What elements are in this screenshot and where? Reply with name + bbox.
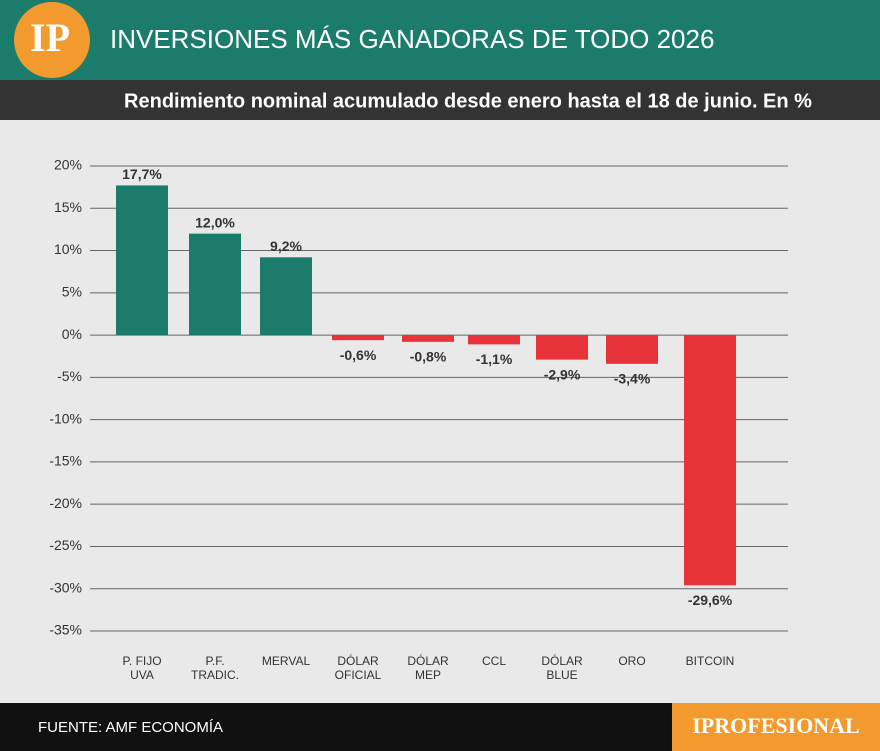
y-tick-label: -35% — [49, 622, 82, 638]
y-tick-label: -10% — [49, 410, 82, 426]
bar — [116, 185, 168, 336]
bar — [189, 233, 241, 336]
y-tick-label: 20% — [54, 157, 82, 173]
source: FUENTE: AMF ECONOMÍA — [38, 719, 223, 736]
value-label: -3,4% — [614, 371, 651, 387]
x-tick-label: P. FIJO UVA — [122, 654, 162, 682]
value-label: -29,6% — [688, 592, 733, 608]
x-tick-label: DÓLAR MEP — [407, 654, 449, 682]
x-tick-label: CCL — [481, 654, 506, 668]
x-tick-label: MERVAL — [261, 654, 311, 668]
x-tick-label: BITCOIN — [685, 654, 735, 668]
value-label: 9,2% — [270, 238, 302, 254]
x-tick-label: ORO — [618, 654, 646, 668]
x-tick-label: DÓLAR BLUE — [541, 654, 583, 682]
brand-box — [672, 703, 880, 751]
bar — [402, 335, 454, 342]
y-tick-label: -30% — [49, 579, 82, 595]
y-tick-label: 5% — [62, 284, 82, 300]
y-tick-label: -15% — [49, 453, 82, 469]
header-band — [0, 0, 880, 80]
bar — [332, 335, 384, 341]
y-tick-label: -5% — [57, 368, 82, 384]
value-label: -0,6% — [340, 347, 377, 363]
bar — [260, 257, 312, 336]
value-label: -0,8% — [410, 349, 447, 365]
y-tick-label: 10% — [54, 241, 82, 257]
bar — [684, 335, 736, 586]
subtitle: Rendimiento nominal acumulado desde ener… — [124, 90, 812, 112]
logo-text: IP — [30, 15, 70, 60]
x-tick-label: P.F. TRADIC. — [191, 654, 239, 682]
subtitle-band — [0, 80, 880, 120]
chart-title: INVERSIONES MÁS GANADORAS DE TODO 2026 — [110, 24, 714, 54]
value-label: -1,1% — [476, 351, 513, 367]
y-tick-label: -20% — [49, 495, 82, 511]
logo-circle — [14, 2, 90, 78]
x-tick-label: DÓLAR OFICIAL — [334, 654, 382, 682]
y-tick-label: -25% — [49, 537, 82, 553]
value-label: -2,9% — [544, 366, 581, 382]
bar — [468, 335, 520, 345]
y-tick-label: 0% — [62, 326, 82, 342]
value-label: 17,7% — [122, 166, 162, 182]
bar — [606, 335, 658, 364]
brand: IPROFESIONAL — [692, 713, 859, 738]
y-tick-label: 15% — [54, 199, 82, 215]
bar — [536, 335, 588, 360]
value-label: 12,0% — [195, 214, 235, 230]
